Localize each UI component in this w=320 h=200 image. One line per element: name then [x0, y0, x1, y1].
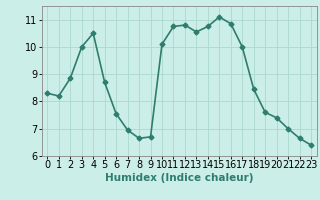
X-axis label: Humidex (Indice chaleur): Humidex (Indice chaleur) — [105, 173, 253, 183]
